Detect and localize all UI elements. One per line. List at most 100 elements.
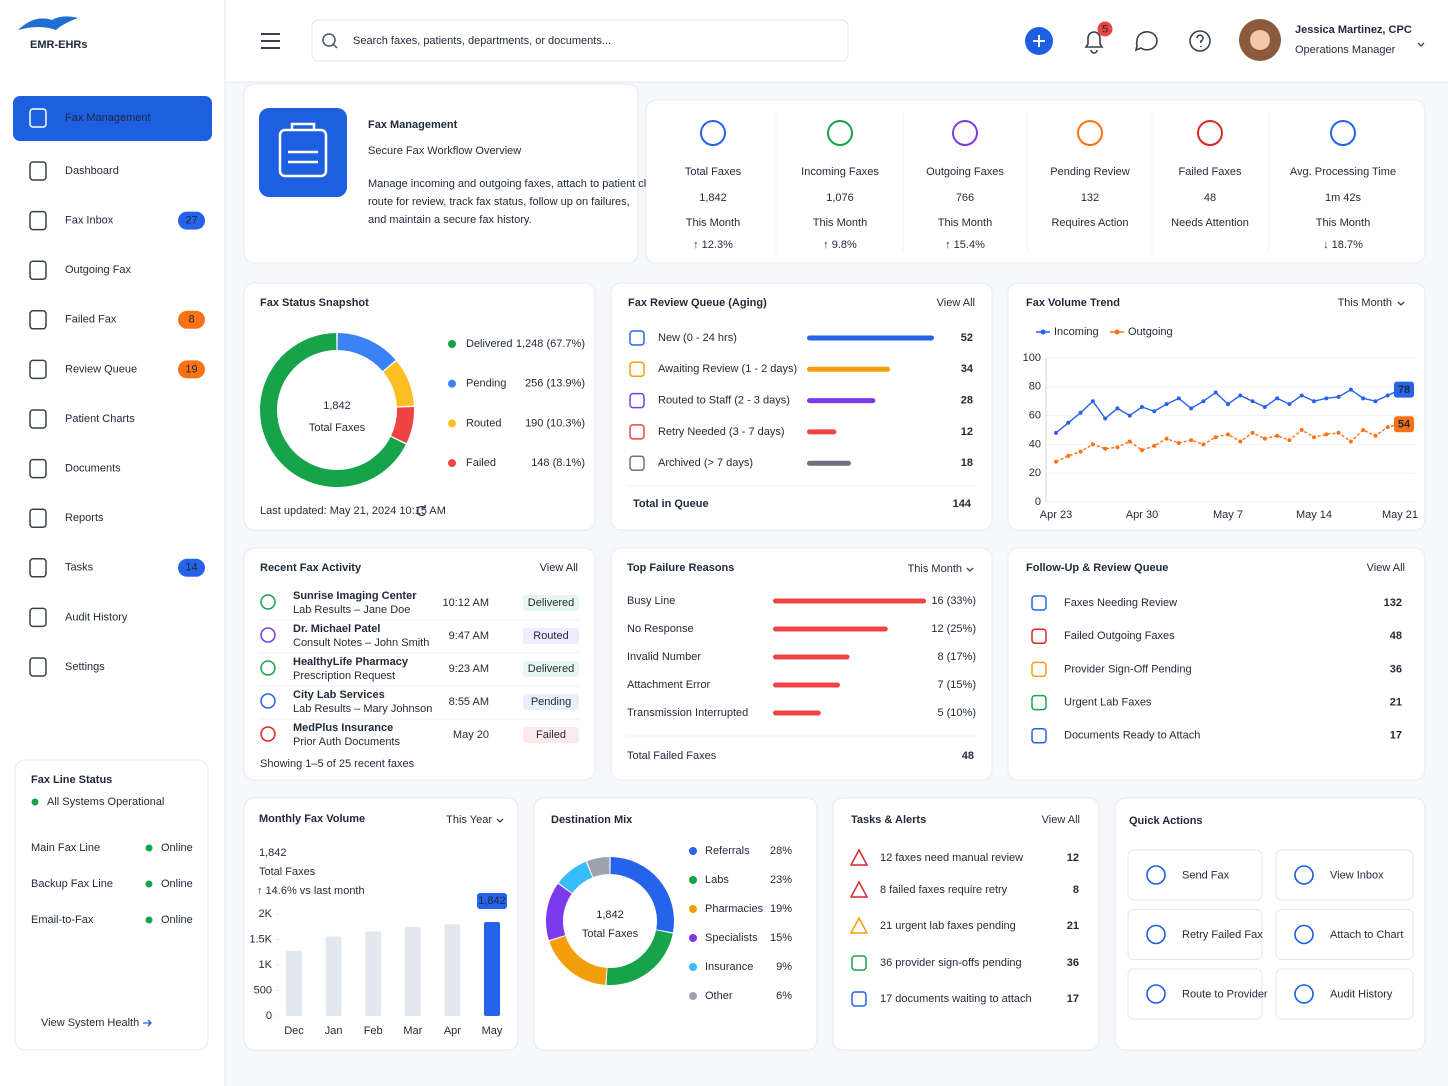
view-all[interactable]: View All — [540, 562, 578, 574]
status-pill — [523, 694, 579, 710]
alert-icon — [849, 848, 869, 866]
quick-action-button[interactable] — [1275, 968, 1414, 1020]
legend-label: Pharmacies — [705, 903, 764, 915]
kpi-change: ↑ 15.4% — [945, 239, 985, 251]
point — [1238, 393, 1243, 398]
view-all[interactable]: View All — [1367, 562, 1405, 574]
help-icon[interactable] — [1189, 30, 1211, 52]
icon — [1031, 628, 1047, 644]
x-tick-label: Apr — [444, 1025, 461, 1037]
icon — [629, 330, 645, 346]
activity-detail: Prescription Request — [293, 670, 395, 682]
nav-label[interactable]: Failed Fax — [65, 314, 117, 326]
kpi-value: 48 — [1204, 192, 1216, 204]
followup-label: Documents Ready to Attach — [1064, 730, 1200, 742]
plus — [1033, 35, 1045, 47]
nav-label[interactable]: Outgoing Fax — [65, 264, 132, 276]
legend-label: Outgoing — [1128, 326, 1173, 338]
filter[interactable]: This Year — [446, 814, 492, 826]
kpi-sub: This Month — [813, 217, 867, 229]
card-title: Quick Actions — [1129, 815, 1203, 827]
nav-label[interactable]: Tasks — [65, 562, 94, 574]
legend-value: 1,248 (67.7%) — [516, 338, 585, 350]
nav-label[interactable]: Audit History — [65, 611, 128, 623]
view-all[interactable]: View All — [937, 297, 975, 309]
card — [243, 282, 596, 531]
task-label: 17 documents waiting to attach — [880, 993, 1032, 1005]
nav-label[interactable]: Dashboard — [65, 165, 119, 177]
value-label: 1,842 — [478, 895, 506, 907]
legend-dot — [1040, 329, 1046, 335]
point — [1348, 439, 1353, 444]
nav-icon — [29, 508, 47, 528]
action-icon — [1146, 865, 1166, 885]
nav-active[interactable] — [13, 96, 212, 141]
quick-action-button[interactable] — [1275, 909, 1414, 960]
status-pill-text: Pending — [531, 696, 571, 708]
status-pill — [523, 595, 579, 611]
failed-total: 48 — [962, 750, 974, 762]
bell-icon[interactable] — [1084, 31, 1104, 54]
search-icon — [332, 43, 338, 49]
task-label: 8 failed faxes require retry — [880, 884, 1008, 896]
point — [1176, 396, 1181, 401]
kpi-change: ↓ 18.7% — [1323, 239, 1363, 251]
nav-label[interactable]: Review Queue — [65, 363, 137, 375]
line-status-summary: All Systems Operational — [47, 796, 164, 808]
nav-label[interactable]: Fax Management — [65, 112, 151, 124]
action-icon — [1294, 924, 1314, 945]
donut-slice — [391, 406, 414, 444]
refresh-icon[interactable] — [416, 505, 426, 517]
followup-label: Faxes Needing Review — [1064, 597, 1177, 609]
legend-dot — [689, 876, 697, 884]
legend-value: 15% — [770, 932, 792, 944]
point — [1213, 435, 1218, 440]
chat-icon[interactable] — [1134, 31, 1158, 52]
quick-action-button[interactable] — [1275, 849, 1414, 901]
action-icon — [1294, 984, 1314, 1004]
system-health-link[interactable]: View System Health — [41, 1017, 139, 1029]
point — [1189, 438, 1194, 443]
x-tick-label: May 21 — [1382, 509, 1418, 521]
status-pill-text: Failed — [536, 729, 566, 741]
quick-action-button[interactable] — [1127, 849, 1263, 901]
task-label: 36 provider sign-offs pending — [880, 957, 1022, 969]
quick-action-label[interactable]: Attach to Chart — [1330, 929, 1403, 941]
point — [1090, 399, 1095, 404]
quick-action-label[interactable]: Audit History — [1330, 988, 1393, 1000]
reason-label: Attachment Error — [627, 679, 710, 691]
fax-icon — [288, 122, 318, 164]
nav-label[interactable]: Fax Inbox — [65, 215, 114, 227]
quick-action-label[interactable]: Retry Failed Fax — [1182, 929, 1263, 941]
point — [1201, 399, 1206, 404]
bar — [484, 922, 500, 1016]
queue-label: Archived (> 7 days) — [658, 457, 753, 469]
nav-label[interactable]: Settings — [65, 661, 105, 673]
view-all[interactable]: View All — [1042, 814, 1080, 826]
donut-slice — [587, 857, 610, 878]
filter[interactable]: This Month — [1338, 297, 1392, 309]
queue-label: Awaiting Review (1 - 2 days) — [658, 363, 797, 375]
filter[interactable]: This Month — [908, 563, 962, 575]
nav-label[interactable]: Patient Charts — [65, 413, 135, 425]
quick-action-label[interactable]: Route to Provider — [1182, 988, 1268, 1000]
nav-label[interactable]: Reports — [65, 512, 104, 524]
followup-value: 21 — [1390, 697, 1402, 709]
icon — [629, 361, 645, 378]
quick-action-button[interactable] — [1127, 909, 1263, 960]
nav-badge — [178, 310, 205, 329]
reason-value: 7 (15%) — [937, 679, 976, 691]
point — [1361, 428, 1366, 432]
followup-value: 17 — [1390, 730, 1402, 742]
activity-name: Dr. Michael Patel — [293, 623, 380, 635]
legend-label: Referrals — [705, 845, 750, 857]
task-value: 17 — [1067, 993, 1079, 1005]
quick-action-label[interactable]: Send Fax — [1182, 869, 1230, 881]
bar — [286, 950, 302, 1016]
end-label-bg — [1394, 416, 1414, 433]
search-box[interactable] — [311, 19, 849, 62]
quick-action-label[interactable]: View Inbox — [1330, 869, 1384, 881]
nav-label[interactable]: Documents — [65, 463, 121, 475]
point — [1226, 432, 1230, 437]
quick-action-button[interactable] — [1127, 968, 1263, 1020]
